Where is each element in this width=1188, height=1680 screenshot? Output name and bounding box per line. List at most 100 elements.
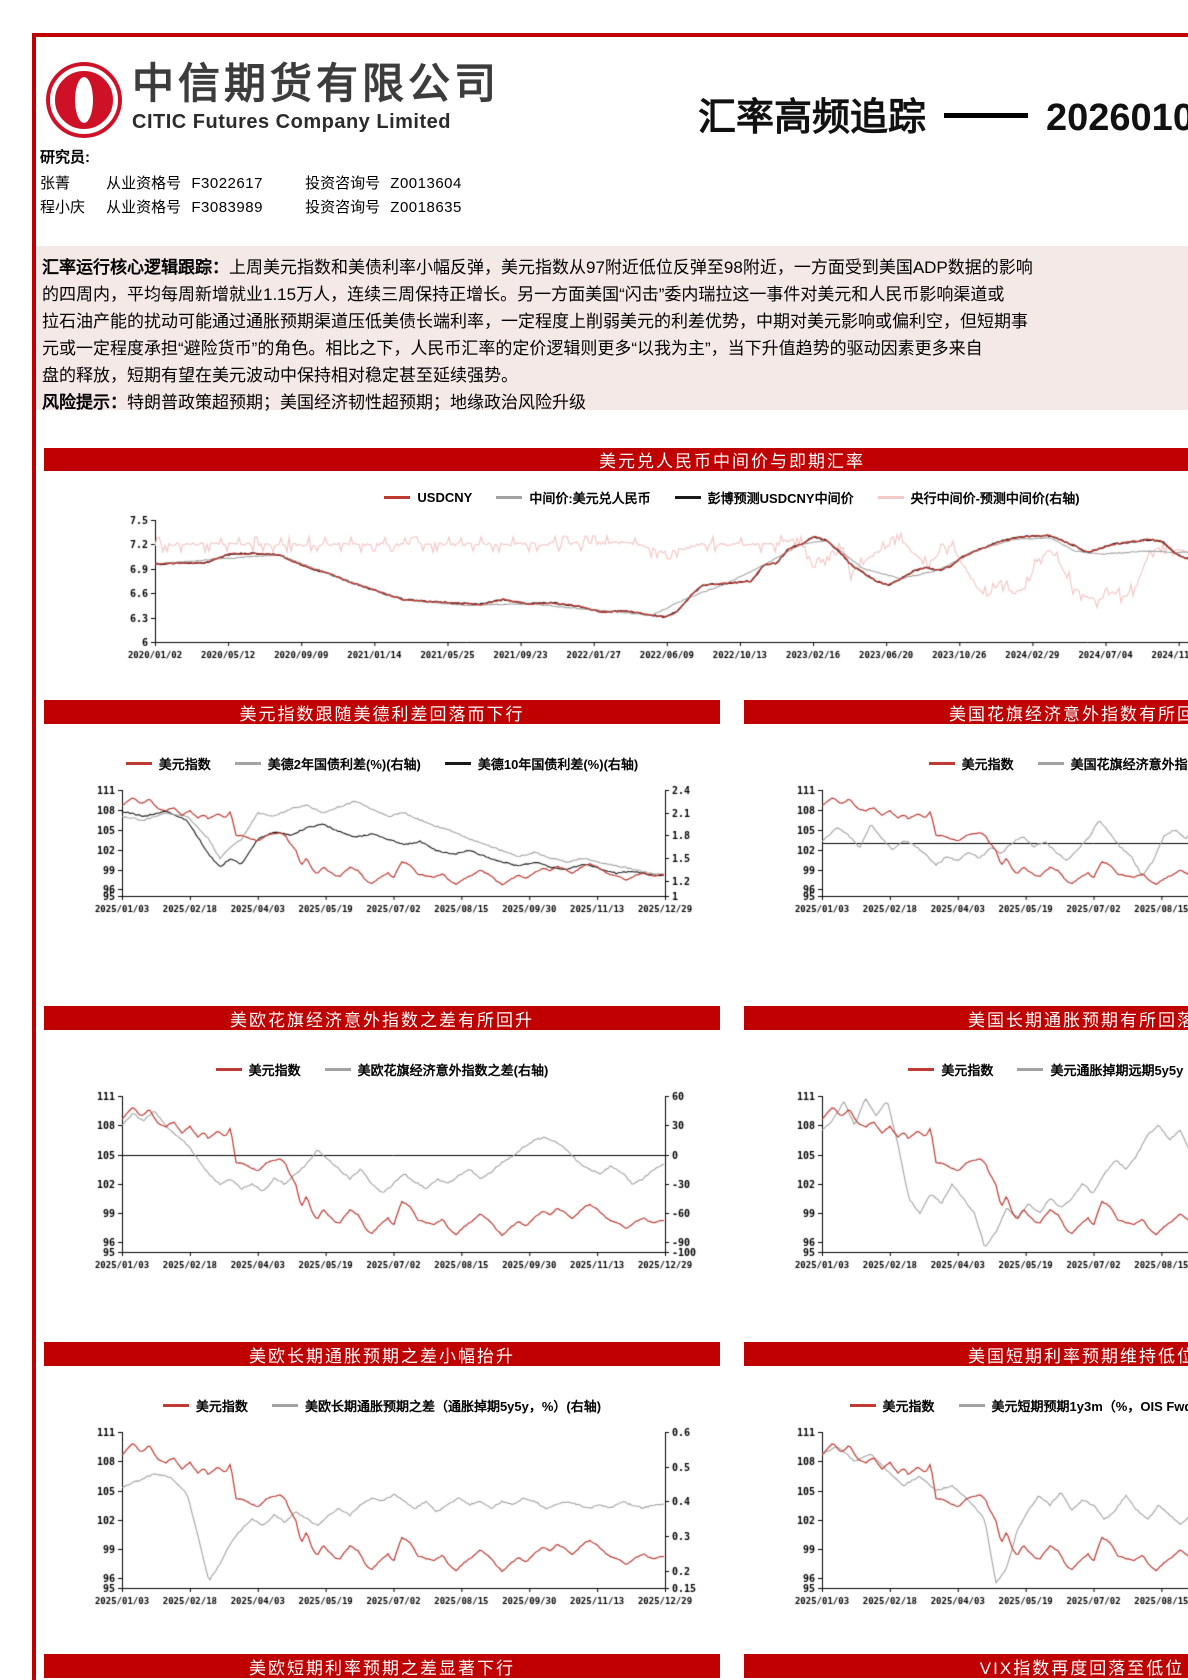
- company-name-block: 中信期货有限公司 CITIC Futures Company Limited: [132, 64, 500, 132]
- legend-label: 彭博预测USDCNY中间价: [707, 491, 854, 506]
- summary-risk-line: 风险提示：特朗普政策超预期；美国经济韧性超预期；地缘政治风险升级: [42, 393, 586, 412]
- legend-swatch-icon: [928, 762, 955, 765]
- legend-item: 央行中间价-预测中间价(右轴): [877, 488, 1080, 507]
- advisory-label: 投资咨询号: [305, 175, 381, 192]
- citic-logo-icon: [46, 62, 122, 138]
- legend-label: 美元指数: [941, 1063, 994, 1078]
- researcher-row: 张菁 从业资格号 F3022617 投资咨询号 Z0013604: [40, 172, 500, 193]
- legend-label: 央行中间价-预测中间价(右轴): [910, 491, 1080, 506]
- legend-label: 美元指数: [882, 1399, 935, 1414]
- report-title: 汇率高频追踪 20260105: [698, 86, 1188, 141]
- chart-title: 美元指数跟随美德利差回落而下行: [239, 704, 525, 724]
- legend-swatch-icon: [162, 1404, 189, 1407]
- chart-title: 美欧长期通胀预期之差小幅抬升: [249, 1346, 515, 1366]
- chart-title: VIX指数再度回落至低位: [979, 1658, 1185, 1678]
- legend-swatch-icon: [1017, 1068, 1044, 1071]
- company-name-en: CITIC Futures Company Limited: [132, 111, 451, 133]
- legend-swatch-icon: [674, 496, 701, 499]
- report-date: 20260105: [1046, 97, 1188, 139]
- legend-label: 美德10年国债利差(%)(右轴): [477, 757, 639, 772]
- chart-canvas: [44, 778, 720, 934]
- legend-item: 中间价:美元兑人民币: [496, 488, 651, 507]
- researcher-row: 程小庆 从业资格号 F3083989 投资咨询号 Z0018635: [40, 196, 500, 217]
- chart-title-bar: VIX指数再度回落至低位: [744, 1654, 1188, 1678]
- citic-logo-lens: [75, 77, 93, 123]
- researcher-name: 程小庆: [40, 199, 86, 216]
- advisory-number: Z0018635: [390, 199, 462, 216]
- chart-canvas: [44, 1084, 720, 1290]
- chart-title-bar: 美元指数跟随美德利差回落而下行: [44, 700, 720, 724]
- chart-legend: 美元指数 美欧长期通胀预期之差（通胀掉期5y5y，%）(右轴): [44, 1396, 720, 1415]
- chart-canvas: [744, 1420, 1188, 1626]
- chart-title-bar: 美欧长期通胀预期之差小幅抬升: [44, 1342, 720, 1366]
- legend-label: 美欧长期通胀预期之差（通胀掉期5y5y，%）(右轴): [304, 1399, 602, 1414]
- summary-line: 拉石油产能的扰动可能通过通胀预期渠道压低美债长端利率，一定程度上削弱美元的利差优…: [42, 312, 1028, 331]
- legend-label: 美元短期预期1y3m（%，OIS Fwd Swap 1y3m）(右轴): [991, 1399, 1188, 1414]
- chart-title-bar: 美欧短期利率预期之差显著下行: [44, 1654, 720, 1678]
- chart-title: 美国短期利率预期维持低位: [968, 1346, 1188, 1366]
- legend-item: 美元指数: [125, 754, 211, 773]
- legend-swatch-icon: [125, 762, 152, 765]
- chart-title-bar: 美国短期利率预期维持低位: [744, 1342, 1188, 1366]
- chart-canvas: [744, 778, 1188, 934]
- chart-legend: 美元指数 美德2年国债利差(%)(右轴) 美德10年国债利差(%)(右轴): [44, 754, 720, 773]
- company-name-cn: 中信期货有限公司: [132, 62, 501, 108]
- chart-title-bar: 美国长期通胀预期有所回落: [744, 1006, 1188, 1030]
- chart-title: 美国长期通胀预期有所回落: [968, 1010, 1188, 1030]
- summary-line: 汇率运行核心逻辑跟踪：上周美元指数和美债利率小幅反弹，美元指数从97附近低位反弹…: [42, 258, 1033, 277]
- legend-swatch-icon: [384, 496, 411, 499]
- summary-line: 的四周内，平均每周新增就业1.15万人，连续三周保持正增长。另一方面美国“闪击”…: [42, 285, 1005, 304]
- legend-swatch-icon: [324, 1068, 351, 1071]
- legend-item: 美国花旗经济意外指数(右轴): [1037, 754, 1188, 773]
- page-left-border: [32, 33, 36, 1680]
- chart-title: 美国花旗经济意外指数有所回升: [949, 704, 1188, 724]
- legend-swatch-icon: [849, 1404, 876, 1407]
- chart-legend: 美元指数 美元通胀掉期远期5y5y（%）(右轴): [744, 1060, 1188, 1079]
- legend-item: 美元指数: [908, 1060, 993, 1079]
- legend-swatch-icon: [444, 762, 471, 765]
- legend-item: USDCNY: [384, 490, 472, 505]
- legend-label: 美德2年国债利差(%)(右轴): [267, 757, 421, 772]
- citic-logo-ring: [50, 66, 118, 134]
- legend-swatch-icon: [1037, 762, 1064, 765]
- legend-label: 美国花旗经济意外指数(右轴): [1070, 757, 1188, 772]
- report-title-text: 汇率高频追踪: [698, 97, 927, 139]
- legend-item: 美欧长期通胀预期之差（通胀掉期5y5y，%）(右轴): [271, 1396, 602, 1415]
- summary-line: 元或一定程度承担“避险货币”的角色。相比之下，人民币汇率的定价逻辑则更多“以我为…: [42, 339, 983, 358]
- chart-title-bar: 美元兑人民币中间价与即期汇率: [44, 448, 1188, 471]
- qualification-number: F3083989: [191, 199, 263, 216]
- researcher-name: 张菁: [40, 175, 71, 192]
- researchers-label: 研究员:: [40, 149, 90, 166]
- legend-swatch-icon: [958, 1404, 985, 1407]
- citic-logo-lens-bar: [82, 82, 86, 118]
- legend-label: 美元指数: [248, 1063, 301, 1078]
- legend-item: 美元指数: [928, 754, 1014, 773]
- legend-item: 美元短期预期1y3m（%，OIS Fwd Swap 1y3m）(右轴): [958, 1396, 1188, 1415]
- legend-item: 美德10年国债利差(%)(右轴): [444, 754, 639, 773]
- chart-title: 美欧花旗经济意外指数之差有所回升: [230, 1010, 534, 1030]
- advisory-label: 投资咨询号: [305, 199, 381, 216]
- legend-item: 彭博预测USDCNY中间价: [674, 488, 854, 507]
- legend-item: 美元通胀掉期远期5y5y（%）(右轴): [1017, 1060, 1188, 1079]
- legend-item: 美欧花旗经济意外指数之差(右轴): [324, 1060, 549, 1079]
- chart-title-bar: 美国花旗经济意外指数有所回升: [744, 700, 1188, 724]
- legend-label: 美元通胀掉期远期5y5y（%）(右轴): [1050, 1063, 1188, 1078]
- legend-label: 美元指数: [961, 757, 1014, 772]
- legend-item: 美德2年国债利差(%)(右轴): [234, 754, 421, 773]
- chart-title-bar: 美欧花旗经济意外指数之差有所回升: [44, 1006, 720, 1030]
- chart-canvas: [44, 1420, 720, 1626]
- legend-swatch-icon: [271, 1404, 298, 1407]
- legend-label: 美欧花旗经济意外指数之差(右轴): [357, 1063, 549, 1078]
- summary-line: 盘的释放，短期有望在美元波动中保持相对稳定甚至延续强势。: [42, 366, 518, 385]
- chart-canvas: [744, 1084, 1188, 1290]
- legend-swatch-icon: [877, 496, 904, 499]
- legend-item: 美元指数: [215, 1060, 301, 1079]
- chart-title: 美欧短期利率预期之差显著下行: [249, 1658, 515, 1678]
- page-top-border: [32, 33, 1188, 37]
- legend-label: 美元指数: [158, 757, 211, 772]
- legend-item: 美元指数: [849, 1396, 935, 1415]
- legend-label: 美元指数: [195, 1399, 248, 1414]
- qualification-label: 从业资格号: [106, 199, 182, 216]
